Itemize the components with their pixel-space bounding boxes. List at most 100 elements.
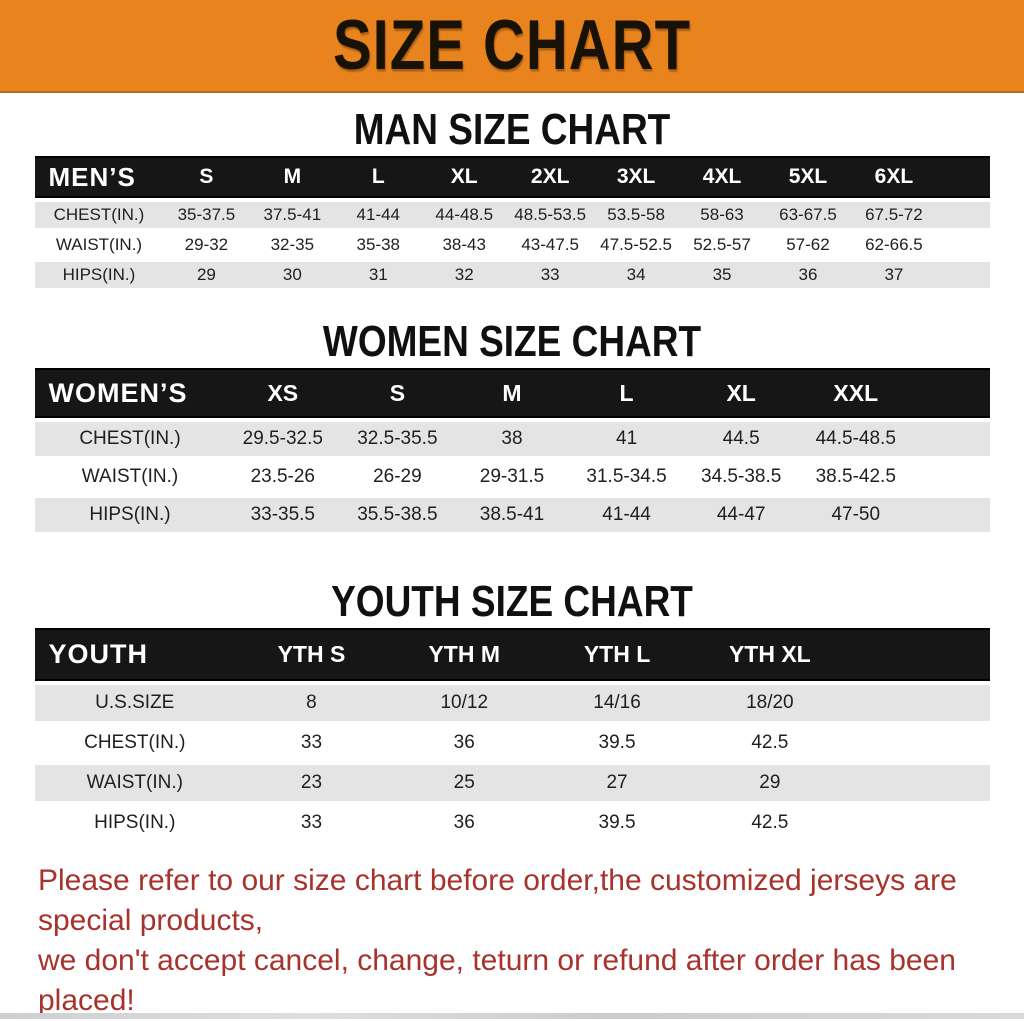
size-value-cell: 27 — [540, 765, 694, 801]
size-value-cell: 39.5 — [540, 805, 694, 841]
size-value-cell: 31.5-34.5 — [569, 460, 684, 494]
size-value-cell: 35 — [679, 262, 765, 288]
row-filler-cell — [913, 460, 990, 494]
size-column-header: 4XL — [679, 156, 765, 198]
table-corner-label: WOMEN’S — [34, 368, 226, 418]
table-header-row: YOUTH YTH S YTH M YTH L YTH XL — [34, 628, 990, 681]
size-column-header: 3XL — [593, 156, 680, 198]
bottom-edge-strip — [0, 1013, 1024, 1019]
size-value-cell: 38 — [454, 422, 570, 456]
disclaimer-line-2: we don't accept cancel, change, teturn o… — [38, 944, 956, 1017]
size-value-cell: 36 — [765, 262, 851, 288]
size-value-cell: 33 — [507, 262, 594, 288]
header-filler-cell — [913, 368, 990, 418]
table-header-row: MEN’S S M L XL 2XL 3XL 4XL 5XL 6XL — [34, 156, 990, 198]
size-value-cell: 26-29 — [340, 460, 455, 494]
row-filler-cell — [913, 498, 990, 532]
measurement-row-label: WAIST(IN.) — [34, 765, 236, 801]
size-value-cell: 23 — [235, 765, 388, 801]
size-column-header: L — [335, 156, 422, 198]
size-column-header: YTH M — [387, 628, 541, 681]
youth-size-chart-heading: YOUTH SIZE CHART — [331, 577, 693, 626]
table-row: WAIST(IN.) 23 25 27 29 — [34, 765, 990, 801]
size-value-cell: 29-31.5 — [454, 460, 570, 494]
size-value-cell: 37 — [850, 262, 937, 288]
size-value-cell: 18/20 — [693, 685, 847, 721]
size-value-cell: 29 — [163, 262, 250, 288]
size-value-cell: 57-62 — [765, 232, 851, 258]
size-column-header: S — [340, 368, 455, 418]
size-value-cell: 29-32 — [163, 232, 250, 258]
size-value-cell: 44.5-48.5 — [798, 422, 914, 456]
size-value-cell: 39.5 — [540, 725, 694, 761]
size-value-cell: 52.5-57 — [679, 232, 765, 258]
size-value-cell: 67.5-72 — [850, 202, 937, 228]
size-chart-banner: SIZE CHART — [0, 0, 1024, 93]
table-corner-label: MEN’S — [34, 156, 164, 198]
size-value-cell: 36 — [387, 725, 541, 761]
women-size-chart-heading: WOMEN SIZE CHART — [322, 317, 702, 366]
size-value-cell: 33-35.5 — [225, 498, 341, 532]
size-value-cell: 63-67.5 — [765, 202, 851, 228]
size-value-cell: 44.5 — [683, 422, 799, 456]
row-filler-cell — [936, 202, 990, 228]
table-corner-label: YOUTH — [34, 628, 236, 681]
size-column-header: 2XL — [507, 156, 594, 198]
size-value-cell: 41 — [569, 422, 684, 456]
disclaimer-note: Please refer to our size chart before or… — [0, 861, 1024, 1021]
size-value-cell: 44-47 — [683, 498, 799, 532]
size-column-header: 5XL — [765, 156, 851, 198]
measurement-row-label: WAIST(IN.) — [34, 460, 226, 494]
size-value-cell: 32 — [421, 262, 508, 288]
size-column-header: YTH XL — [693, 628, 847, 681]
table-row: CHEST(IN.) 35-37.5 37.5-41 41-44 44-48.5 48.5… — [34, 202, 990, 228]
women-size-table: WOMEN’S XS S M L XL XXL CHEST(IN.) 29.5-32.5 32.5… — [34, 364, 990, 536]
size-value-cell: 58-63 — [679, 202, 765, 228]
size-column-header: XS — [225, 368, 341, 418]
banner-title: SIZE CHART — [333, 5, 691, 85]
size-value-cell: 36 — [387, 805, 541, 841]
measurement-row-label: WAIST(IN.) — [34, 232, 164, 258]
size-value-cell: 47-50 — [798, 498, 914, 532]
size-value-cell: 38-43 — [421, 232, 508, 258]
size-column-header: YTH L — [540, 628, 694, 681]
measurement-row-label: HIPS(IN.) — [34, 498, 226, 532]
size-value-cell: 62-66.5 — [850, 232, 937, 258]
table-row: U.S.SIZE 8 10/12 14/16 18/20 — [34, 685, 990, 721]
table-row: CHEST(IN.) 29.5-32.5 32.5-35.5 38 41 44.5 44.5… — [34, 422, 990, 456]
table-row: WAIST(IN.) 23.5-26 26-29 29-31.5 31.5-34.5 34… — [34, 460, 990, 494]
size-value-cell: 41-44 — [569, 498, 684, 532]
size-column-header: XL — [683, 368, 799, 418]
size-value-cell: 14/16 — [540, 685, 694, 721]
row-filler-cell — [846, 805, 990, 841]
size-column-header: L — [569, 368, 684, 418]
size-value-cell: 10/12 — [387, 685, 541, 721]
size-column-header: XXL — [798, 368, 914, 418]
size-value-cell: 35.5-38.5 — [340, 498, 455, 532]
row-filler-cell — [936, 262, 990, 288]
size-column-header: YTH S — [235, 628, 388, 681]
measurement-row-label: HIPS(IN.) — [34, 262, 164, 288]
row-filler-cell — [846, 685, 990, 721]
size-value-cell: 44-48.5 — [421, 202, 508, 228]
measurement-row-label: HIPS(IN.) — [34, 805, 236, 841]
size-value-cell: 29 — [693, 765, 847, 801]
size-column-header: M — [249, 156, 336, 198]
measurement-row-label: CHEST(IN.) — [34, 725, 236, 761]
size-value-cell: 42.5 — [693, 805, 847, 841]
size-value-cell: 37.5-41 — [249, 202, 336, 228]
men-size-table: MEN’S S M L XL 2XL 3XL 4XL 5XL 6XL CHEST(IN.) 35-37… — [34, 152, 990, 292]
table-row: HIPS(IN.) 33 36 39.5 42.5 — [34, 805, 990, 841]
size-value-cell: 34.5-38.5 — [683, 460, 799, 494]
table-row: HIPS(IN.) 29 30 31 32 33 34 35 36 37 — [34, 262, 990, 288]
size-value-cell: 47.5-52.5 — [593, 232, 680, 258]
row-filler-cell — [913, 422, 990, 456]
size-value-cell: 43-47.5 — [507, 232, 594, 258]
size-value-cell: 31 — [335, 262, 422, 288]
size-value-cell: 35-38 — [335, 232, 422, 258]
size-value-cell: 38.5-42.5 — [798, 460, 914, 494]
size-value-cell: 35-37.5 — [163, 202, 250, 228]
size-value-cell: 34 — [593, 262, 680, 288]
header-filler-cell — [936, 156, 990, 198]
size-column-header: S — [163, 156, 250, 198]
